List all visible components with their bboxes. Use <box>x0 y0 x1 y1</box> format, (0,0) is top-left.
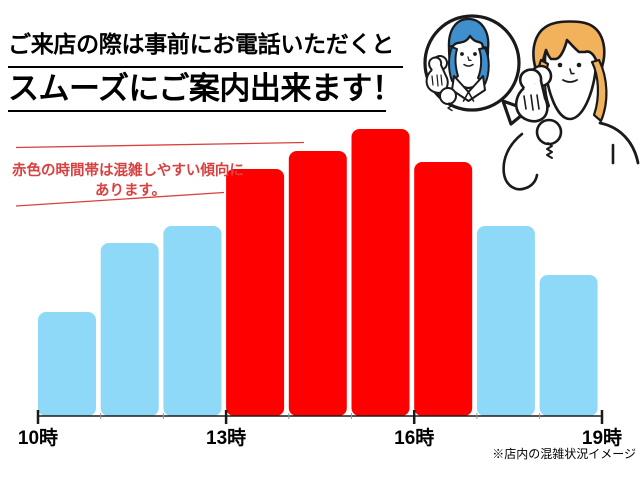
svg-text:16時: 16時 <box>394 427 434 449</box>
svg-text:13時: 13時 <box>206 427 246 449</box>
svg-text:10時: 10時 <box>18 427 58 449</box>
svg-text:あります。: あります。 <box>95 182 166 199</box>
svg-text:※店内の混雑状況イメージ: ※店内の混雑状況イメージ <box>492 446 636 461</box>
svg-text:19時: 19時 <box>582 427 622 449</box>
svg-text:赤色の時間帯は混雑しやすい傾向に: 赤色の時間帯は混雑しやすい傾向に <box>12 161 244 179</box>
